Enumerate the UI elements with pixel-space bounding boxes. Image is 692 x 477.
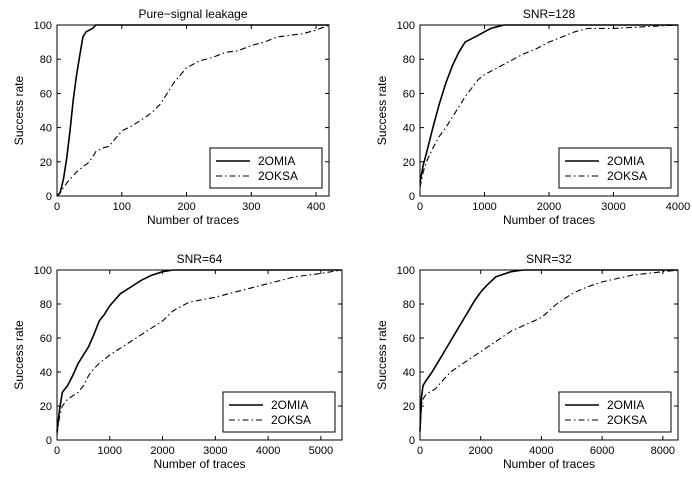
x-tick-label: 3000 [601, 201, 625, 213]
legend-label: 2OMIA [607, 154, 644, 168]
y-tick-label: 40 [403, 123, 415, 135]
x-tick-label: 4000 [256, 445, 280, 457]
y-tick-label: 60 [403, 333, 415, 345]
series-line-2omia [56, 24, 329, 197]
series-line-2omia [419, 269, 678, 432]
x-tick-label: 1000 [472, 201, 496, 213]
y-tick-label: 0 [46, 191, 52, 203]
x-tick-label: 0 [54, 445, 60, 457]
x-tick-label: 100 [113, 201, 131, 213]
x-tick-label: 2000 [468, 445, 492, 457]
legend-label: 2OMIA [258, 154, 295, 168]
y-tick-label: 80 [40, 54, 52, 66]
series-line-2omia [56, 269, 342, 432]
x-tick-label: 1000 [98, 445, 122, 457]
x-tick-label: 0 [417, 201, 423, 213]
y-axis-label: Success rate [375, 75, 389, 145]
y-tick-label: 100 [34, 20, 52, 32]
x-tick-label: 2000 [150, 445, 174, 457]
y-tick-label: 100 [397, 265, 415, 277]
y-tick-label: 40 [40, 123, 52, 135]
y-tick-label: 0 [46, 435, 52, 447]
y-tick-label: 0 [409, 191, 415, 203]
chart-title: SNR=32 [526, 252, 572, 266]
x-axis-label: Number of traces [153, 457, 245, 471]
x-tick-label: 4000 [666, 201, 690, 213]
chart-panel-1: 0 100 200 300 400 0 20 40 60 80 100 Pure−signal lea… [12, 7, 330, 227]
y-tick-label: 20 [403, 401, 415, 413]
legend-box [558, 147, 672, 189]
y-axis-label: Success rate [12, 320, 26, 390]
y-tick-label: 20 [40, 401, 52, 413]
chart-title: Pure−signal leakage [138, 7, 247, 21]
legend-label: 2OMIA [271, 398, 308, 412]
series-line-2oksa [56, 24, 330, 197]
x-tick-label: 400 [307, 201, 325, 213]
y-tick-label: 60 [403, 88, 415, 100]
legend-label: 2OMIA [607, 398, 644, 412]
y-tick-label: 100 [397, 20, 415, 32]
y-tick-label: 40 [40, 367, 52, 379]
x-tick-label: 4000 [529, 445, 553, 457]
x-axis-label: Number of traces [503, 457, 595, 471]
series-line-2omia [419, 24, 678, 183]
chart-title: SNR=64 [177, 252, 223, 266]
x-tick-label: 3000 [203, 445, 227, 457]
x-tick-label: 8000 [651, 445, 675, 457]
y-tick-label: 80 [40, 299, 52, 311]
y-tick-label: 20 [403, 157, 415, 169]
x-tick-label: 200 [177, 201, 195, 213]
series-line-2oksa [56, 269, 343, 435]
legend-label: 2OKSA [258, 169, 298, 183]
y-tick-label: 80 [403, 299, 415, 311]
y-axis-label: Success rate [12, 75, 26, 145]
x-tick-label: 2000 [537, 201, 561, 213]
x-axis-label: Number of traces [147, 213, 239, 227]
series-line-2oksa [419, 24, 679, 188]
x-tick-label: 6000 [590, 445, 614, 457]
y-tick-label: 60 [40, 333, 52, 345]
legend-box [209, 147, 323, 189]
y-tick-label: 100 [34, 265, 52, 277]
legend-box [222, 391, 336, 433]
y-tick-label: 0 [409, 435, 415, 447]
legend-label: 2OKSA [607, 169, 647, 183]
y-tick-label: 60 [40, 88, 52, 100]
legend-box [558, 391, 672, 433]
chart-panel-2: 0 1000 2000 3000 4000 0 20 40 60 80 100 SNR=128 Numb… [375, 7, 690, 227]
x-tick-label: 0 [54, 201, 60, 213]
y-tick-label: 80 [403, 54, 415, 66]
y-tick-label: 40 [403, 367, 415, 379]
x-axis-label: Number of traces [503, 213, 595, 227]
legend-label: 2OKSA [271, 413, 311, 427]
chart-title: SNR=128 [523, 7, 576, 21]
legend-label: 2OKSA [607, 413, 647, 427]
x-tick-label: 300 [242, 201, 260, 213]
chart-panel-4: 0 2000 4000 6000 8000 0 20 40 60 80 100 SNR=32 Numbe… [375, 252, 679, 471]
x-tick-label: 5000 [309, 445, 333, 457]
y-axis-label: Success rate [375, 320, 389, 390]
chart-panel-3: 0 1000 2000 3000 4000 5000 0 20 40 60 80 100 SNR=64 N… [12, 252, 343, 471]
y-tick-label: 20 [40, 157, 52, 169]
x-tick-label: 0 [417, 445, 423, 457]
